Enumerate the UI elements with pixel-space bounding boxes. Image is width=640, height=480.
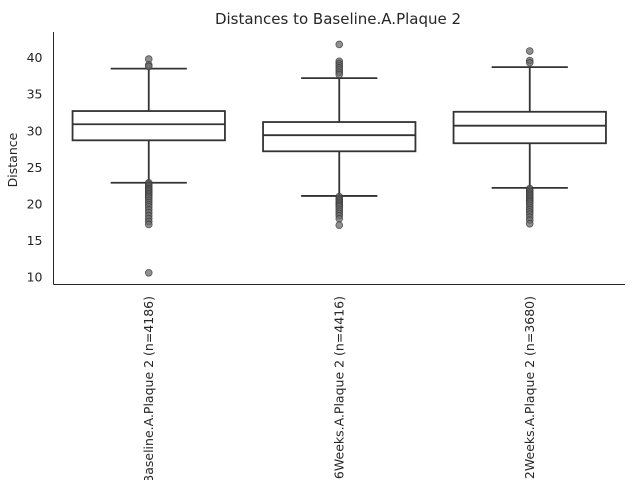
- y-tick-label: 35: [27, 87, 43, 102]
- y-tick-label: 20: [27, 196, 43, 211]
- y-tick-label: 40: [27, 50, 43, 65]
- outlier-point: [335, 214, 344, 223]
- y-tick-label: 25: [27, 160, 43, 175]
- x-tick-label: 12Weeks.A.Plaque 2 (n=3680): [522, 296, 537, 480]
- outlier-point: [144, 62, 153, 71]
- iqr-box: [452, 110, 607, 145]
- outlier-point: [525, 219, 534, 228]
- outlier-point: [525, 58, 534, 67]
- boxes: [71, 40, 607, 277]
- x-tick-label: Baseline.A.Plaque 2 (n=4186): [141, 296, 156, 480]
- outlier-point: [335, 40, 344, 49]
- x-tick-label: 6Weeks.A.Plaque 2 (n=4416): [331, 296, 346, 479]
- box-group: [262, 40, 417, 230]
- iqr-box: [262, 121, 417, 153]
- y-ticks: 10 15 20 25 30 35 40: [27, 50, 43, 285]
- outlier-point: [144, 268, 153, 277]
- y-tick-label: 15: [27, 233, 43, 248]
- outlier-point: [335, 70, 344, 79]
- x-tick-labels: Baseline.A.Plaque 2 (n=4186) 6Weeks.A.Pla…: [141, 296, 537, 480]
- box-group: [452, 47, 607, 228]
- outlier-point: [525, 47, 534, 55]
- chart-title: Distances to Baseline.A.Plaque 2: [215, 10, 461, 28]
- iqr-box: [71, 110, 226, 142]
- y-tick-label: 30: [27, 123, 43, 138]
- outlier-point: [144, 220, 153, 229]
- y-tick-label: 10: [27, 270, 43, 285]
- outlier-point: [335, 221, 344, 230]
- box-group: [71, 55, 226, 277]
- y-axis-label: Distance: [5, 132, 20, 187]
